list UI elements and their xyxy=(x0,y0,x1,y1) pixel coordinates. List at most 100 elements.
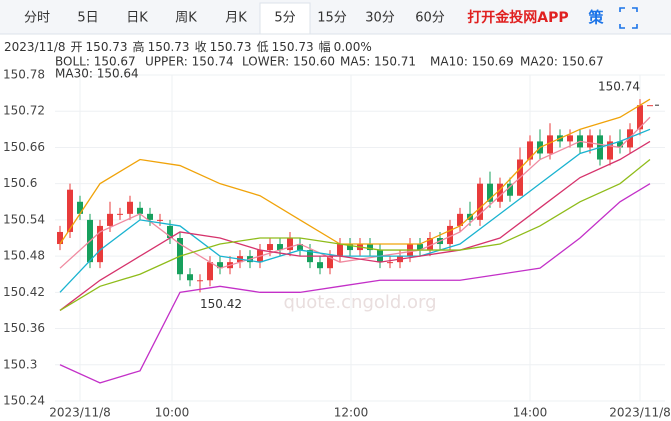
info-label: 高 xyxy=(133,39,145,54)
tab-selected-bg xyxy=(259,2,311,35)
y-tick-label: 150.3 xyxy=(3,357,37,371)
watermark: quote.cngold.org xyxy=(283,292,436,313)
y-tick-label: 150.6 xyxy=(3,176,37,190)
legend-entry: MA5: 150.71 xyxy=(340,55,416,69)
tab-bar xyxy=(0,0,671,34)
x-tick-label: 2023/11/8 xyxy=(609,406,671,420)
candle-body xyxy=(127,201,133,214)
candle-body xyxy=(327,256,333,269)
candle-body xyxy=(167,225,173,238)
candle-body xyxy=(627,129,633,148)
candle-body xyxy=(587,135,593,148)
candle-body xyxy=(337,244,343,257)
candle-body xyxy=(637,105,643,130)
info-value: 150.73 xyxy=(272,40,314,54)
candle-body xyxy=(317,262,323,269)
legend-entry: MA20: 150.67 xyxy=(520,55,604,69)
candle-body xyxy=(367,244,373,251)
candle-body xyxy=(267,244,273,251)
tab[interactable]: 月K xyxy=(225,11,247,26)
candle-body xyxy=(97,225,103,263)
y-tick-label: 150.24 xyxy=(3,394,45,408)
strategy-button[interactable]: 策 xyxy=(587,9,604,27)
indicator-line xyxy=(59,140,651,311)
candle-body xyxy=(487,183,493,202)
info-value: 150.73 xyxy=(148,40,190,54)
info-label: 开 xyxy=(71,40,83,54)
y-tick-label: 150.48 xyxy=(3,249,45,263)
tab[interactable]: 5日 xyxy=(77,11,98,26)
app-link[interactable]: 打开金投网APP xyxy=(467,9,568,26)
y-tick-label: 150.42 xyxy=(3,285,45,299)
legend-entry: MA10: 150.69 xyxy=(430,55,514,69)
info-label: 低 xyxy=(257,40,269,54)
y-tick-label: 150.36 xyxy=(3,321,45,335)
indicator-line xyxy=(59,98,651,245)
candle-body xyxy=(547,135,553,154)
extreme-label: 150.74 xyxy=(598,80,640,94)
candle-body xyxy=(207,262,213,281)
candle-body xyxy=(457,213,463,226)
y-tick-label: 150.72 xyxy=(3,104,45,118)
candle-body xyxy=(107,213,113,226)
candle-body xyxy=(647,105,653,107)
y-tick-label: 150.78 xyxy=(3,68,45,82)
indicator-line xyxy=(59,159,651,312)
candle-body xyxy=(427,238,433,251)
candle-body xyxy=(497,183,503,202)
fullscreen-icon[interactable] xyxy=(619,7,638,29)
info-label: 收 xyxy=(195,40,207,54)
y-tick-label: 150.54 xyxy=(3,212,45,226)
legend-entry: MA30: 150.64 xyxy=(55,67,139,81)
candle-body xyxy=(297,244,303,251)
candle-body xyxy=(217,262,223,269)
info-date: 2023/11/8 xyxy=(4,40,66,54)
y-tick-label: 150.66 xyxy=(3,140,45,154)
tab[interactable]: 周K xyxy=(175,11,197,26)
candle-body xyxy=(387,262,393,264)
candle-body xyxy=(417,244,423,251)
tab[interactable]: 日K xyxy=(126,11,148,26)
x-tick-label: 2023/11/8 xyxy=(49,406,111,420)
indicator-line xyxy=(59,128,651,293)
candle-body xyxy=(447,225,453,245)
info-label: 幅 xyxy=(319,39,331,54)
candle-body xyxy=(607,141,613,160)
info-line: 2023/11/8 开 150.73 高 150.73 收 150.73 低 150.73 幅 0.… xyxy=(4,39,372,54)
legend-entry: BOLL: 150.67 xyxy=(55,55,136,69)
tab[interactable]: 5分 xyxy=(274,11,295,26)
legend-entry: UPPER: 150.74 xyxy=(145,55,234,69)
candle-body xyxy=(147,213,153,220)
candle-body xyxy=(187,274,193,281)
tab[interactable]: 15分 xyxy=(317,11,347,26)
candle-body xyxy=(57,231,63,245)
candle-body xyxy=(67,189,73,232)
candle-body xyxy=(287,238,293,251)
extreme-label: 150.42 xyxy=(200,297,242,311)
x-tick-label: 10:00 xyxy=(155,406,190,420)
candle-body xyxy=(197,280,203,282)
info-value: 150.73 xyxy=(210,40,252,54)
tab[interactable]: 60分 xyxy=(415,11,445,26)
candle-body xyxy=(137,207,143,214)
candle-body xyxy=(617,141,623,148)
legend-entry: LOWER: 150.60 xyxy=(242,55,335,69)
x-tick-label: 12:00 xyxy=(334,406,369,420)
candle-body xyxy=(527,141,533,160)
candle-body xyxy=(277,244,283,251)
candle-body xyxy=(477,183,483,220)
candle-body xyxy=(117,213,123,215)
candle-body xyxy=(157,219,163,221)
candle-body xyxy=(507,183,513,196)
info-value: 0.00% xyxy=(334,40,372,54)
tab[interactable]: 分时 xyxy=(24,11,50,26)
candle-body xyxy=(567,135,573,142)
info-value: 150.73 xyxy=(86,40,128,54)
x-tick-label: 14:00 xyxy=(513,406,548,420)
candle-body xyxy=(77,201,83,214)
tab[interactable]: 30分 xyxy=(365,11,395,26)
candle-body xyxy=(347,244,353,251)
indicator-line xyxy=(59,183,651,384)
